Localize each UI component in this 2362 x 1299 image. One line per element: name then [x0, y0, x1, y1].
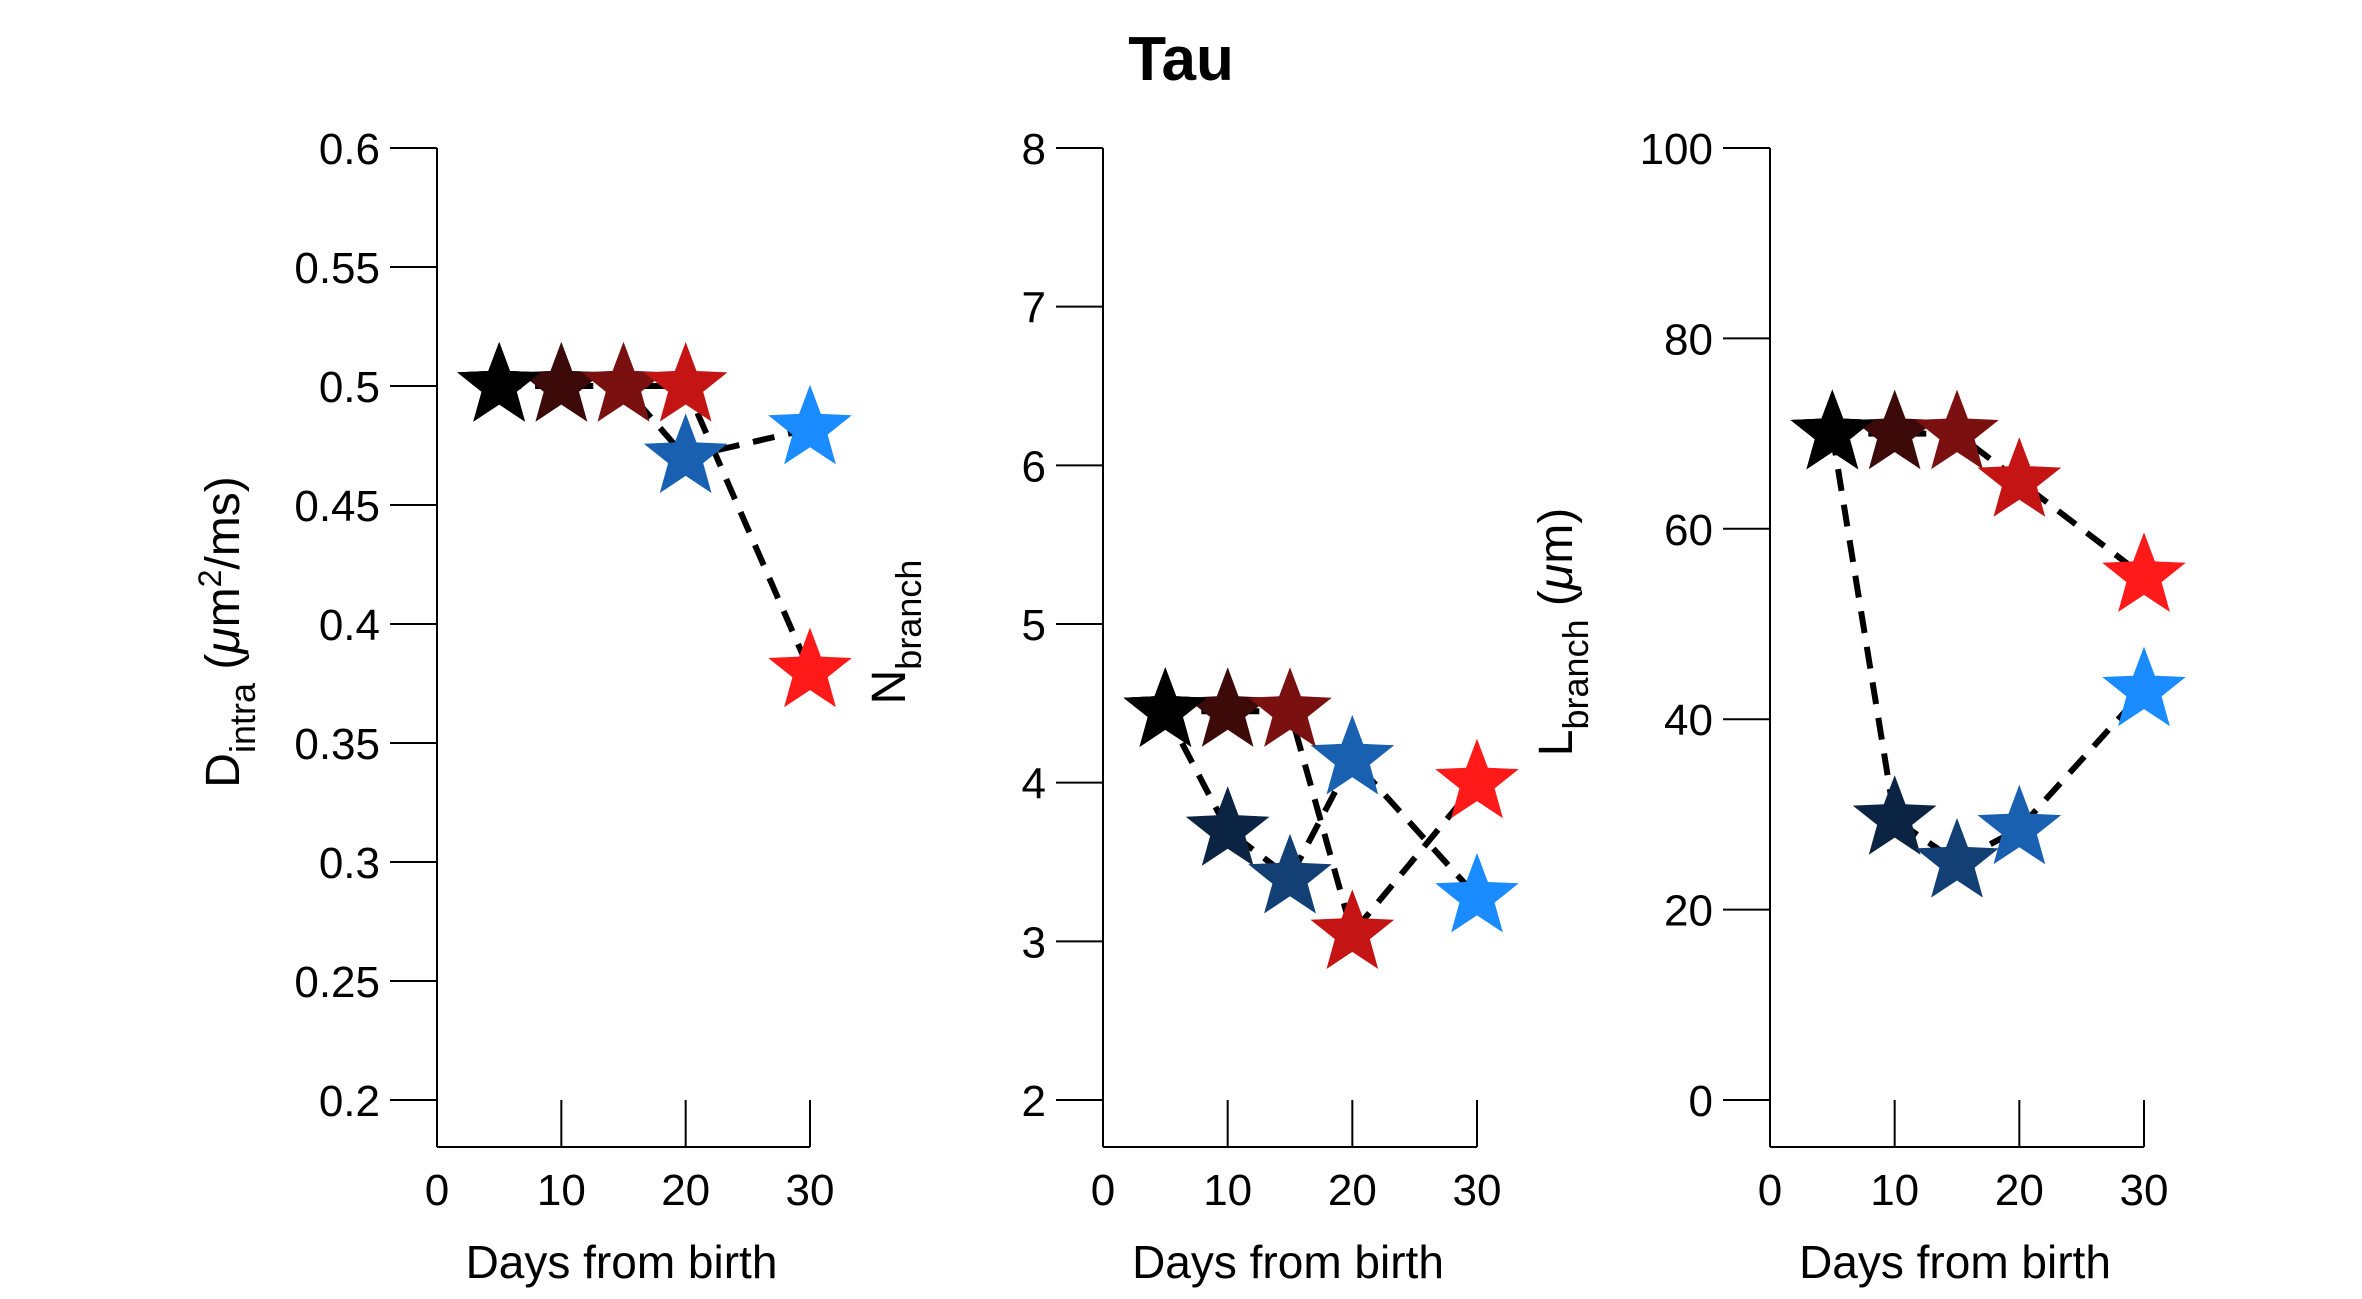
star-marker — [1915, 818, 1999, 898]
series-line-2 — [1162, 709, 1480, 899]
y-tick-label: 0 — [1689, 1077, 1713, 1126]
star-marker — [581, 342, 666, 422]
star-marker-start — [1123, 667, 1208, 747]
x-tick-label: 0 — [425, 1166, 449, 1215]
y-tick-label: 0.6 — [319, 125, 380, 174]
series-line-1 — [499, 383, 813, 673]
star-marker — [1310, 714, 1395, 795]
y-tick-label: 60 — [1664, 506, 1713, 555]
star-marker — [1435, 852, 1519, 933]
y-tick-label: 0.4 — [319, 601, 380, 650]
star-marker — [768, 627, 852, 708]
star-marker — [643, 413, 728, 493]
y-axis-label: Dintra (μm2/ms) — [192, 476, 263, 787]
y-tick-label: 3 — [1022, 918, 1046, 967]
y-axis-label: Lbranch (μm) — [1530, 508, 1596, 756]
y-tick-label: 0.5 — [319, 363, 380, 412]
y-axis-label: Nbranch — [863, 560, 929, 705]
y-tick-label: 0.35 — [294, 720, 380, 769]
star-marker — [1852, 775, 1937, 855]
y-tick-label: 0.55 — [294, 244, 380, 293]
subplot-1: 0.2 0.25 0.3 0.35 0.4 0.45 0.5 0.55 0.6 0 10 20 30Da… — [192, 125, 852, 1288]
star-marker — [1977, 784, 2062, 865]
star-marker — [1248, 833, 1332, 914]
star-marker-start — [1790, 389, 1875, 470]
star-marker-start — [457, 342, 541, 422]
star-marker — [1852, 389, 1937, 470]
star-marker — [1185, 786, 1270, 866]
star-marker — [2102, 532, 2186, 612]
y-tick-label: 0.45 — [294, 482, 380, 531]
x-tick-label: 0 — [1758, 1166, 1782, 1215]
x-tick-label: 10 — [1203, 1166, 1252, 1215]
star-marker — [1185, 667, 1270, 747]
y-tick-label: 0.3 — [319, 839, 380, 888]
y-tick-label: 20 — [1664, 887, 1713, 936]
x-tick-label: 10 — [1870, 1166, 1919, 1215]
star-marker — [1435, 738, 1519, 819]
star-marker — [643, 342, 728, 422]
y-tick-label: 80 — [1664, 315, 1713, 364]
y-tick-label: 2 — [1022, 1077, 1046, 1126]
star-marker — [2102, 646, 2186, 727]
figure-title: Tau — [1128, 25, 1234, 94]
x-axis-label: Days from birth — [1799, 1236, 2111, 1288]
x-tick-label: 30 — [786, 1166, 835, 1215]
x-tick-label: 10 — [537, 1166, 586, 1215]
x-tick-label: 30 — [2120, 1166, 2169, 1215]
y-tick-label: 0.25 — [294, 958, 380, 1007]
y-tick-label: 5 — [1022, 601, 1046, 650]
star-marker — [519, 342, 604, 422]
x-axis-label: Days from birth — [1132, 1236, 1444, 1288]
y-tick-label: 0.2 — [319, 1077, 380, 1126]
series-line-2 — [1829, 433, 2147, 866]
star-marker — [1915, 389, 1999, 470]
star-marker — [1977, 437, 2062, 517]
star-marker — [1310, 889, 1395, 969]
star-marker — [1248, 667, 1332, 747]
y-tick-label: 8 — [1022, 125, 1046, 174]
x-tick-label: 0 — [1091, 1166, 1115, 1215]
y-tick-label: 40 — [1664, 696, 1713, 745]
x-tick-label: 20 — [1328, 1166, 1377, 1215]
x-axis-label: Days from birth — [466, 1236, 778, 1288]
y-tick-label: 6 — [1022, 442, 1046, 491]
x-tick-label: 30 — [1453, 1166, 1502, 1215]
star-marker — [768, 384, 852, 465]
x-tick-label: 20 — [661, 1166, 710, 1215]
y-tick-label: 100 — [1640, 125, 1713, 174]
y-tick-label: 4 — [1022, 760, 1046, 809]
x-tick-label: 20 — [1995, 1166, 2044, 1215]
y-tick-label: 7 — [1022, 284, 1046, 333]
